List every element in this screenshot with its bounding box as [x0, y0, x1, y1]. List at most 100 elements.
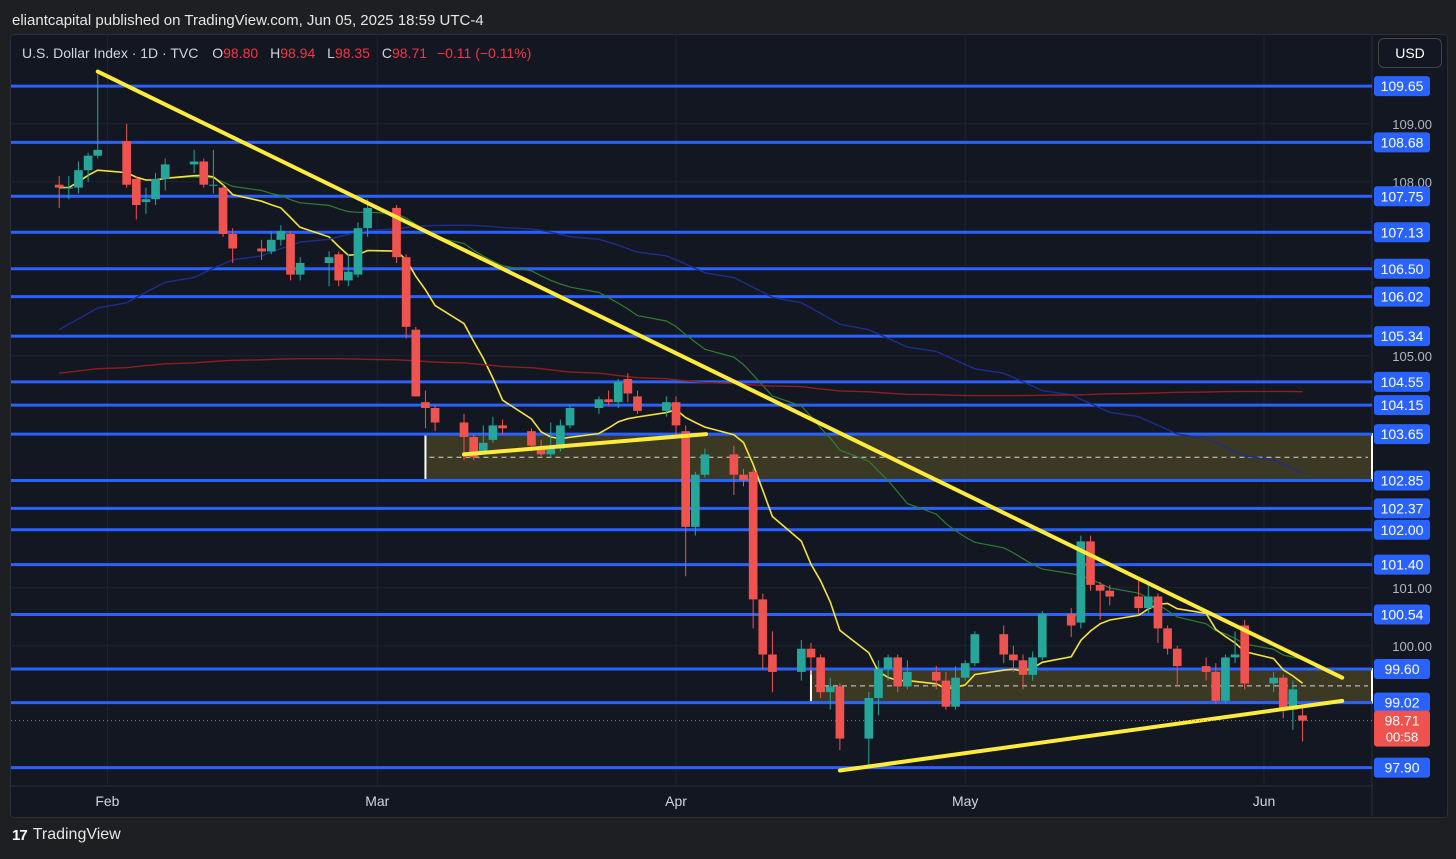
candle-body[interactable] [999, 634, 1009, 655]
candle-body[interactable] [160, 164, 170, 179]
candle-body[interactable] [1134, 596, 1144, 609]
candle-body[interactable] [83, 155, 93, 171]
candle-body[interactable] [218, 187, 228, 234]
candle-body[interactable] [758, 599, 768, 655]
candle-body[interactable] [806, 648, 816, 658]
candle-body[interactable] [690, 474, 700, 527]
candle-body[interactable] [768, 654, 777, 672]
candle-body[interactable] [411, 329, 421, 397]
candle-body[interactable] [1105, 590, 1115, 597]
candle-body[interactable] [527, 431, 536, 446]
candle-body[interactable] [1288, 689, 1298, 710]
candle-body[interactable] [1163, 628, 1172, 649]
candle-body[interactable] [131, 178, 141, 205]
candle-body[interactable] [594, 399, 604, 408]
candle-body[interactable] [739, 474, 748, 481]
candle-body[interactable] [536, 448, 546, 455]
candle-body[interactable] [93, 149, 103, 156]
currency-button[interactable]: USD [1378, 38, 1442, 68]
candle-body[interactable] [671, 402, 681, 426]
candle-body[interactable] [1230, 654, 1240, 658]
candle-body[interactable] [816, 657, 825, 693]
candle-body[interactable] [1086, 541, 1095, 585]
candle-body[interactable] [324, 257, 334, 263]
candle-body[interactable] [257, 248, 266, 252]
candle-body[interactable] [141, 199, 151, 203]
candle-body[interactable] [662, 402, 671, 411]
candle-body[interactable] [478, 442, 488, 452]
candle-body[interactable] [1201, 666, 1211, 672]
candle-body[interactable] [151, 178, 160, 200]
trendline[interactable] [462, 432, 709, 457]
candle-body[interactable] [729, 454, 739, 475]
candle-body[interactable] [209, 184, 218, 186]
candle-body[interactable] [1240, 625, 1250, 684]
candle-body[interactable] [835, 686, 845, 739]
candle-body[interactable] [430, 408, 440, 423]
candle-body[interactable] [623, 379, 633, 394]
candle-body[interactable] [1153, 596, 1163, 629]
candle-body[interactable] [931, 671, 941, 681]
candle-body[interactable] [1066, 613, 1076, 626]
candle-body[interactable] [199, 161, 209, 185]
candle-body[interactable] [604, 399, 613, 403]
candle-body[interactable] [1278, 677, 1288, 710]
candle-body[interactable] [1028, 657, 1037, 675]
candle-body[interactable] [286, 234, 295, 275]
candle-body[interactable] [1221, 657, 1230, 701]
candle-body[interactable] [459, 422, 469, 438]
tradingview-logo-icon[interactable]: 17 [12, 826, 28, 844]
candle-body[interactable] [1076, 541, 1086, 623]
trendline[interactable] [837, 698, 1345, 773]
candle-body[interactable] [748, 471, 758, 600]
candle-body[interactable] [883, 657, 893, 669]
candle-body[interactable] [903, 671, 912, 687]
candle-body[interactable] [1037, 613, 1047, 658]
candle-body[interactable] [295, 263, 305, 275]
candle-body[interactable] [74, 170, 83, 188]
candle-body[interactable] [54, 184, 64, 188]
candle-body[interactable] [893, 657, 903, 687]
candle-body[interactable] [1211, 671, 1221, 701]
candle-body[interactable] [565, 408, 575, 426]
candle-body[interactable] [1298, 715, 1307, 721]
candle-body[interactable] [64, 187, 74, 189]
candle-body[interactable] [825, 686, 835, 693]
candle-body[interactable] [488, 425, 498, 440]
candle-body[interactable] [334, 254, 344, 281]
candle-body[interactable] [797, 648, 806, 672]
candle-body[interactable] [122, 141, 131, 185]
candle-body[interactable] [469, 437, 478, 458]
candle-body[interactable] [1009, 654, 1018, 661]
candle-body[interactable] [874, 669, 883, 698]
candle-body[interactable] [276, 231, 286, 240]
candle-body[interactable] [266, 239, 276, 252]
candle-body[interactable] [353, 228, 363, 275]
candle-body[interactable] [1269, 677, 1278, 684]
candle-body[interactable] [392, 207, 401, 258]
candle-body[interactable] [1095, 584, 1105, 591]
candle-body[interactable] [941, 680, 951, 707]
candle-body[interactable] [1172, 648, 1182, 667]
candle-body[interactable] [681, 431, 691, 527]
trendline[interactable] [95, 69, 1345, 680]
candle-body[interactable] [700, 454, 710, 475]
candle-body[interactable] [613, 381, 623, 403]
candle-body[interactable] [546, 448, 556, 455]
candle-body[interactable] [951, 677, 960, 707]
candle-body[interactable] [344, 271, 353, 281]
candle-body[interactable] [228, 234, 238, 249]
candle-body[interactable] [864, 698, 874, 739]
candle-body[interactable] [970, 634, 980, 664]
candle-body[interactable] [421, 402, 430, 408]
candle-body[interactable] [556, 425, 565, 449]
candle-body[interactable] [498, 425, 507, 429]
candle-body[interactable] [401, 257, 411, 327]
candle-body[interactable] [1018, 660, 1028, 675]
candle-body[interactable] [960, 663, 970, 678]
brand-name[interactable]: TradingView [32, 826, 121, 843]
candle-body[interactable] [363, 207, 372, 229]
candle-body[interactable] [1143, 596, 1153, 609]
candle-body[interactable] [189, 161, 199, 165]
